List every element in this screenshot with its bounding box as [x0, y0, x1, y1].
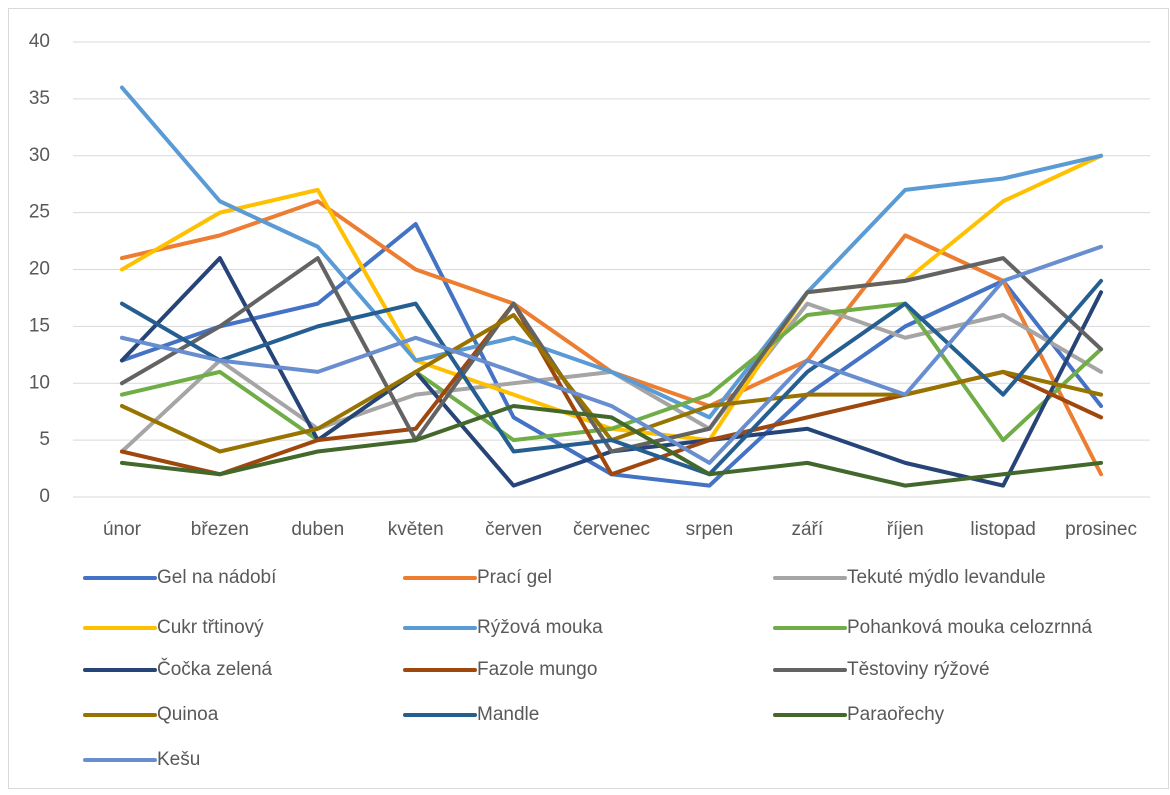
series-line — [119, 256, 1104, 454]
y-tick-label: 20 — [29, 259, 50, 280]
y-tick-label: 0 — [39, 486, 50, 507]
legend-label: Prací gel — [477, 567, 552, 588]
y-tick-label: 5 — [39, 429, 50, 450]
legend-label: Quinoa — [157, 704, 219, 725]
series-line — [119, 404, 1104, 488]
y-tick-label: 30 — [29, 145, 50, 166]
legend-label: Paraořechy — [847, 704, 945, 725]
legend-label: Čočka zelená — [157, 658, 273, 680]
series-line — [119, 244, 1104, 465]
series-line — [119, 278, 1104, 477]
x-tick-label: listopad — [970, 519, 1036, 540]
x-tick-label: březen — [191, 519, 249, 540]
x-tick-label: únor — [103, 519, 142, 540]
series-line — [119, 301, 1104, 443]
legend-label: Pohanková mouka celozrnná — [847, 617, 1092, 638]
x-tick-label: srpen — [686, 519, 734, 540]
series-line — [119, 85, 1104, 420]
legend-label: Fazole mungo — [477, 659, 597, 680]
legend-label: Kešu — [157, 749, 200, 770]
legend-label: Rýžová mouka — [477, 617, 603, 638]
y-tick-label: 10 — [29, 372, 50, 393]
y-tick-label: 40 — [29, 31, 50, 52]
y-tick-label: 15 — [29, 315, 50, 336]
legend-label: Mandle — [477, 704, 539, 725]
legend-label: Tekuté mýdlo levandule — [847, 567, 1046, 588]
x-tick-label: duben — [291, 519, 344, 540]
x-tick-label: květen — [388, 519, 444, 540]
legend-label: Gel na nádobí — [157, 567, 277, 588]
y-tick-label: 35 — [29, 88, 50, 109]
x-tick-label: červenec — [573, 519, 650, 540]
x-tick-label: září — [791, 519, 823, 540]
x-tick-label: prosinec — [1065, 519, 1137, 540]
legend-label: Těstoviny rýžové — [847, 659, 990, 680]
legend-label: Cukr třtinový — [157, 617, 264, 638]
x-tick-label: červen — [485, 519, 542, 540]
y-tick-label: 25 — [29, 202, 50, 223]
x-tick-label: říjen — [887, 519, 924, 540]
